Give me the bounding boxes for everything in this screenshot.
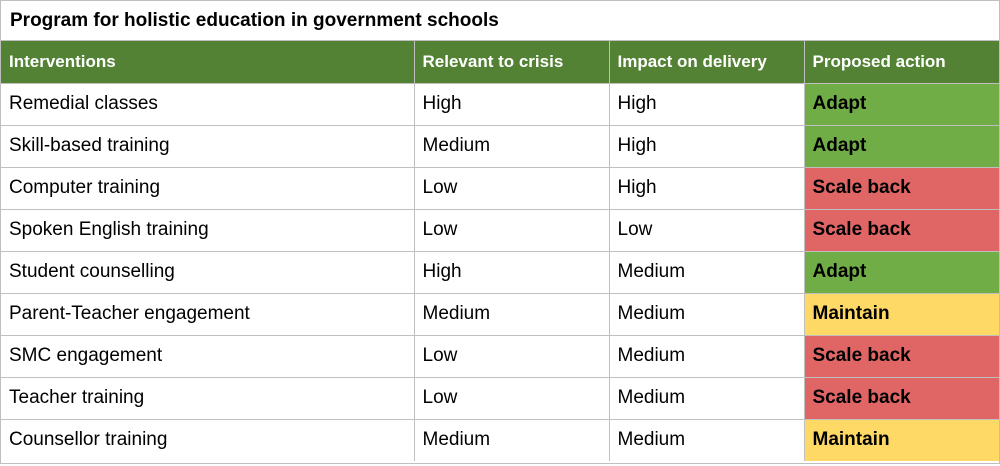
action-cell: Scale back — [803, 376, 999, 420]
relevance-cell: Medium — [413, 418, 610, 461]
intervention-cell: Counsellor training — [1, 418, 415, 461]
action-cell: Maintain — [803, 418, 999, 461]
header-proposed-action: Proposed action — [803, 41, 999, 84]
table-row: Counsellor training Medium Medium Maintain — [1, 418, 999, 461]
interventions-table: Interventions Relevant to crisis Impact … — [1, 41, 999, 461]
relevance-cell: Low — [413, 166, 610, 210]
header-interventions: Interventions — [1, 41, 415, 84]
table-body: Remedial classes High High Adapt Skill-based… — [1, 82, 999, 461]
table-row: Teacher training Low Medium Scale back — [1, 376, 999, 420]
relevance-cell: Medium — [413, 124, 610, 168]
impact-cell: Medium — [608, 250, 805, 294]
table-row: Skill-based training Medium High Adapt — [1, 124, 999, 168]
table-row: Student counselling High Medium Adapt — [1, 250, 999, 294]
table-row: Spoken English training Low Low Scale back — [1, 208, 999, 252]
impact-cell: Medium — [608, 334, 805, 378]
impact-cell: Low — [608, 208, 805, 252]
table-row: Parent-Teacher engagement Medium Medium Mai… — [1, 292, 999, 336]
impact-cell: Medium — [608, 418, 805, 461]
action-cell: Scale back — [803, 334, 999, 378]
relevance-cell: Low — [413, 376, 610, 420]
header-row: Interventions Relevant to crisis Impact … — [1, 41, 999, 84]
impact-cell: Medium — [608, 376, 805, 420]
action-cell: Scale back — [803, 208, 999, 252]
intervention-cell: Student counselling — [1, 250, 415, 294]
impact-cell: Medium — [608, 292, 805, 336]
intervention-cell: Parent-Teacher engagement — [1, 292, 415, 336]
intervention-cell: Teacher training — [1, 376, 415, 420]
intervention-cell: Remedial classes — [1, 82, 415, 126]
intervention-cell: Spoken English training — [1, 208, 415, 252]
relevance-cell: Low — [413, 334, 610, 378]
table-row: SMC engagement Low Medium Scale back — [1, 334, 999, 378]
table-row: Remedial classes High High Adapt — [1, 82, 999, 126]
impact-cell: High — [608, 124, 805, 168]
header-impact-on-delivery: Impact on delivery — [608, 41, 805, 84]
relevance-cell: Low — [413, 208, 610, 252]
action-cell: Adapt — [803, 250, 999, 294]
relevance-cell: High — [413, 250, 610, 294]
impact-cell: High — [608, 166, 805, 210]
impact-cell: High — [608, 82, 805, 126]
relevance-cell: High — [413, 82, 610, 126]
table-title: Program for holistic education in govern… — [1, 1, 999, 41]
intervention-cell: SMC engagement — [1, 334, 415, 378]
relevance-cell: Medium — [413, 292, 610, 336]
action-cell: Maintain — [803, 292, 999, 336]
action-cell: Scale back — [803, 166, 999, 210]
intervention-cell: Computer training — [1, 166, 415, 210]
table-row: Computer training Low High Scale back — [1, 166, 999, 210]
action-cell: Adapt — [803, 124, 999, 168]
header-relevant-to-crisis: Relevant to crisis — [413, 41, 610, 84]
intervention-cell: Skill-based training — [1, 124, 415, 168]
action-cell: Adapt — [803, 82, 999, 126]
